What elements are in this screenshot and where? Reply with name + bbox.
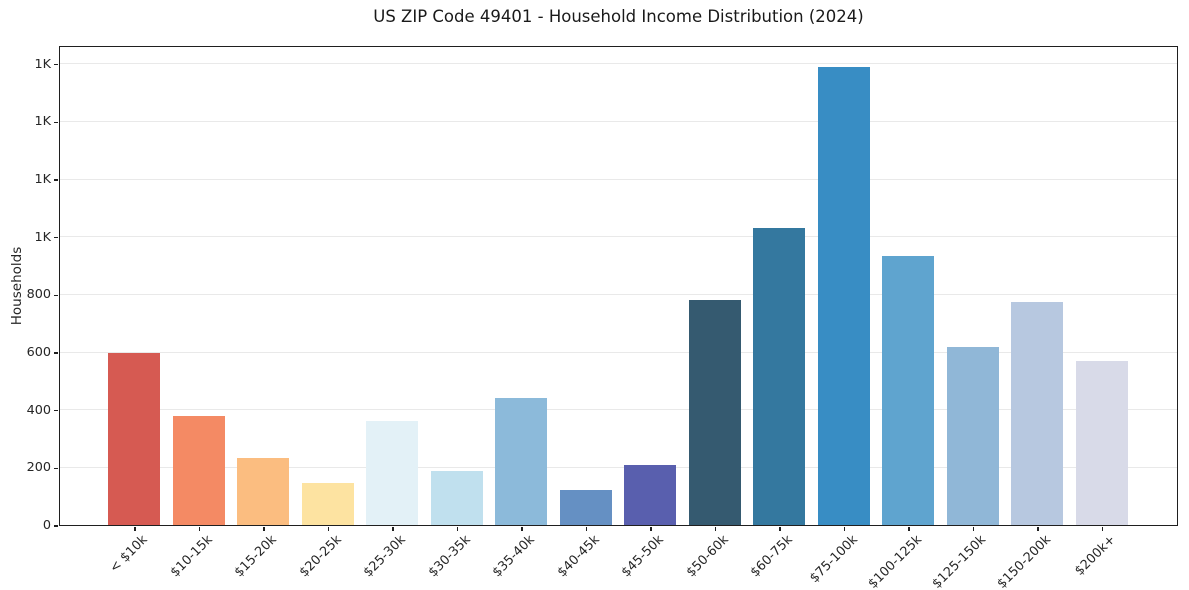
y-axis-title: Households	[9, 246, 25, 326]
y-tick-mark	[53, 467, 58, 470]
bar	[366, 420, 419, 525]
bar	[1075, 361, 1128, 525]
bar	[559, 489, 612, 525]
bar	[172, 416, 225, 525]
x-tick-mark	[263, 526, 265, 531]
x-tick-mark	[714, 526, 717, 531]
y-tick-label: 800	[26, 287, 51, 303]
y-tick-label: 400	[26, 402, 51, 418]
chart-title: US ZIP Code 49401 - Household Income Dis…	[373, 7, 864, 26]
y-gridline	[60, 466, 1177, 468]
y-tick-mark	[53, 121, 58, 124]
bar	[430, 470, 483, 525]
y-tick-label: 1K	[34, 172, 51, 188]
bar	[495, 398, 548, 525]
y-tick-mark	[53, 352, 58, 354]
y-tick-label: 1K	[34, 229, 51, 245]
bar	[301, 482, 354, 525]
x-tick-mark	[779, 526, 781, 531]
x-tick-label: $60-75k	[747, 532, 796, 581]
x-tick-mark	[327, 526, 330, 531]
y-tick-label: 1K	[34, 56, 51, 72]
y-tick-mark	[53, 179, 58, 181]
y-tick-mark	[53, 409, 58, 412]
bar	[624, 465, 677, 525]
x-tick-label: $50-60k	[683, 532, 732, 581]
x-tick-label: $125-150k	[929, 532, 990, 590]
x-tick-label: $75-100k	[806, 532, 861, 586]
x-tick-mark	[392, 526, 394, 531]
x-tick-label: $45-50k	[618, 532, 667, 581]
x-tick-label: $200k+	[1071, 532, 1119, 579]
x-tick-mark	[972, 526, 975, 531]
bar	[237, 458, 290, 525]
bar	[753, 228, 806, 525]
y-gridline	[60, 236, 1177, 238]
x-tick-label: $25-30k	[360, 532, 409, 581]
y-tick-label: 1K	[34, 114, 51, 130]
y-tick-mark	[53, 64, 58, 66]
y-gridline	[60, 178, 1177, 180]
x-tick-label: $100-125k	[865, 532, 925, 590]
x-tick-mark	[134, 526, 136, 531]
bar	[946, 347, 999, 525]
bar	[1011, 302, 1064, 525]
plot-area	[59, 46, 1178, 526]
y-gridline	[60, 409, 1177, 411]
x-tick-mark	[1101, 526, 1104, 531]
y-gridline	[60, 293, 1177, 295]
y-tick-mark	[53, 237, 58, 239]
y-gridline	[60, 351, 1177, 353]
y-tick-label: 200	[26, 460, 51, 476]
x-tick-mark	[456, 526, 459, 531]
x-tick-label: < $10k	[107, 532, 151, 576]
x-tick-mark	[585, 526, 588, 531]
y-gridline	[60, 120, 1177, 122]
y-tick-label: 0	[42, 518, 51, 533]
y-tick-mark	[53, 294, 58, 297]
x-tick-label: $35-40k	[489, 532, 538, 581]
x-tick-label: $15-20k	[231, 532, 280, 581]
bar	[882, 255, 935, 525]
x-tick-mark	[198, 526, 201, 531]
bar	[108, 352, 161, 525]
bar	[817, 66, 870, 525]
x-tick-label: $10-15k	[167, 532, 216, 581]
x-tick-label: $40-45k	[554, 532, 603, 581]
x-tick-mark	[650, 526, 652, 531]
x-tick-mark	[1037, 526, 1039, 531]
y-tick-label: 600	[26, 345, 51, 361]
x-tick-mark	[843, 526, 846, 531]
x-tick-label: $30-35k	[425, 532, 474, 581]
x-tick-label: $20-25k	[296, 532, 345, 581]
x-tick-mark	[908, 526, 910, 531]
y-gridline	[60, 63, 1177, 65]
x-tick-mark	[521, 526, 523, 531]
x-tick-label: $150-200k	[994, 532, 1054, 590]
bar	[688, 299, 741, 525]
y-tick-mark	[53, 525, 58, 527]
